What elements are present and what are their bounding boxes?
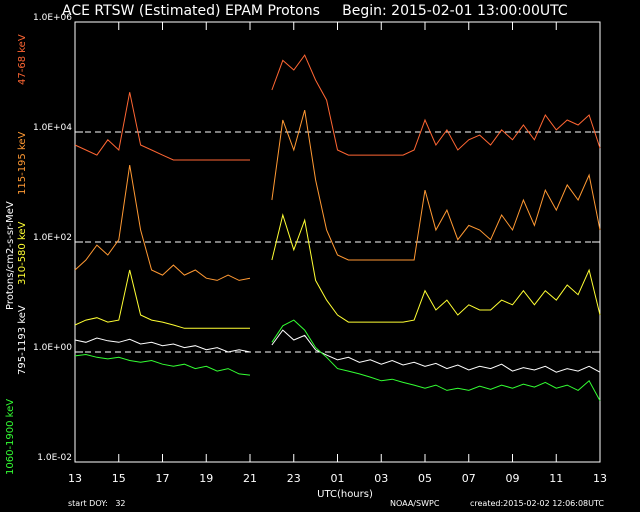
footer-right: created:2015-02-02 12:06:08UTC: [470, 499, 604, 508]
y-tick-label: 1.0E+02: [33, 233, 72, 243]
x-tick-label: 13: [68, 472, 82, 485]
x-tick-label: 17: [156, 472, 170, 485]
chart-title: ACE RTSW (Estimated) EPAM Protons Begin:…: [62, 3, 568, 19]
x-tick-label: 13: [593, 472, 607, 485]
y-tick-label: 1.0E-02: [37, 453, 72, 463]
y-axis-label: Protons/cm2-s-sr-MeV: [5, 201, 16, 310]
series-line: [74, 54, 601, 161]
x-tick-label: 11: [549, 472, 563, 485]
x-tick-label: 09: [506, 472, 520, 485]
legend-label: 1060-1900 keV: [5, 399, 16, 475]
legend-label: 115-195 keV: [17, 131, 28, 195]
series-line: [74, 319, 601, 401]
footer-middle: NOAA/SWPC: [390, 499, 440, 508]
legend-label: 795-1193 keV: [17, 305, 28, 375]
x-tick-label: 19: [199, 472, 213, 485]
x-tick-label: 07: [462, 472, 476, 485]
x-tick-label: 01: [331, 472, 345, 485]
x-tick-label: 03: [374, 472, 388, 485]
x-axis-label: UTC(hours): [317, 489, 373, 500]
series-line: [74, 329, 601, 373]
legend-label: 310-580 keV: [17, 221, 28, 285]
x-tick-label: 23: [287, 472, 301, 485]
footer-left: start DOY: 32: [68, 499, 126, 508]
y-tick-label: 1.0E+04: [33, 123, 72, 133]
y-tick-label: 1.0E+06: [33, 13, 72, 23]
x-tick-label: 15: [112, 472, 126, 485]
y-tick-label: 1.0E+00: [33, 343, 72, 353]
series-line: [74, 213, 601, 329]
x-tick-label: 21: [243, 472, 257, 485]
series-line: [74, 109, 601, 281]
x-tick-label: 05: [418, 472, 432, 485]
legend-label: 47-68 keV: [17, 34, 28, 85]
